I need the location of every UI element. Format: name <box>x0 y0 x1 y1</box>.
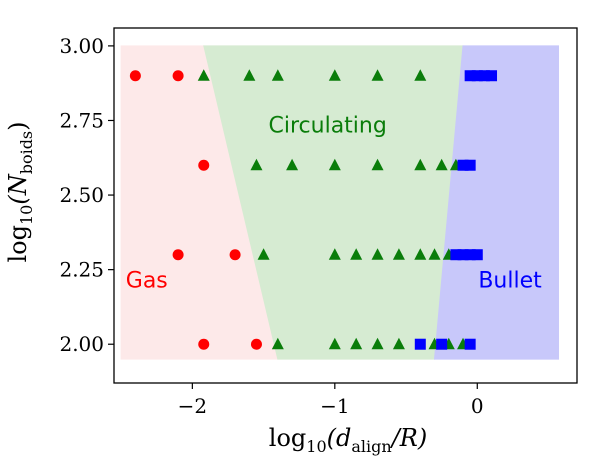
data-point-triangle <box>271 337 284 350</box>
data-point-triangle <box>350 337 363 350</box>
region-bullet <box>433 45 559 360</box>
data-point-triangle <box>286 158 299 171</box>
y-axis-ticks: 2.00 2.25 2.50 2.75 3.00 <box>59 34 114 356</box>
regions-layer <box>120 45 559 360</box>
region-label-circulating: Circulating <box>269 113 387 138</box>
data-point-triangle <box>243 69 256 81</box>
data-point-triangle <box>392 248 405 260</box>
data-point-square <box>478 70 490 82</box>
data-point-triangle <box>257 248 270 260</box>
region-label-gas: Gas <box>126 269 168 294</box>
data-point-square <box>486 70 498 82</box>
data-point-triangle <box>428 248 441 260</box>
data-point-triangle <box>435 158 448 171</box>
data-point-triangle <box>328 69 341 81</box>
y-axis-label-rest: (N <box>4 173 32 204</box>
points-layer <box>129 69 498 350</box>
y-tick-label: 2.75 <box>59 108 104 132</box>
y-tick-label: 2.50 <box>59 183 104 207</box>
x-axis-label-subscript: align <box>351 437 391 456</box>
data-point-triangle <box>250 158 263 171</box>
y-axis-label-main: log <box>4 225 32 263</box>
data-point-circle <box>198 159 210 171</box>
data-point-square <box>464 249 476 261</box>
region-label-bullet: Bullet <box>478 269 542 294</box>
y-tick-label: 3.00 <box>59 34 104 58</box>
x-axis-label: log10(dalign/R) <box>269 424 427 456</box>
data-point-triangle <box>414 248 427 260</box>
data-point-circle <box>229 249 241 261</box>
data-point-circle <box>198 338 210 350</box>
data-point-square <box>464 338 476 350</box>
x-axis-label-rest: (d <box>327 424 352 452</box>
y-axis-label-end: ) <box>4 121 32 130</box>
data-point-triangle <box>271 69 284 81</box>
data-point-triangle <box>371 158 384 171</box>
x-tick-label: −1 <box>320 394 349 418</box>
x-tick-label: 0 <box>471 394 484 418</box>
y-tick-label: 2.25 <box>59 258 104 282</box>
y-axis-label-sub: 10 <box>17 205 36 225</box>
data-point-triangle <box>392 337 405 350</box>
data-point-triangle <box>328 337 341 350</box>
data-point-triangle <box>328 158 341 171</box>
plot-frame <box>113 27 578 384</box>
data-point-circle <box>172 249 184 261</box>
data-point-triangle <box>414 158 427 171</box>
data-point-triangle <box>371 248 384 260</box>
x-axis-label-main: log <box>269 424 307 452</box>
y-axis-label-subscript: boids <box>17 131 36 174</box>
x-axis-label-sub: 10 <box>306 437 326 456</box>
data-point-triangle <box>414 69 427 81</box>
data-point-circle <box>250 338 262 350</box>
y-tick-label: 2.00 <box>59 332 104 356</box>
x-axis-label-end: /R) <box>390 424 428 452</box>
data-point-triangle <box>371 69 384 81</box>
x-tick-label: −2 <box>178 394 207 418</box>
data-point-square <box>457 249 469 261</box>
data-point-square <box>414 338 426 350</box>
data-point-circle <box>129 70 141 82</box>
x-axis-ticks: −2 −1 0 <box>178 383 484 418</box>
data-point-triangle <box>197 69 210 81</box>
y-axis-label: log10(Nboids) <box>4 121 36 262</box>
data-point-circle <box>172 70 184 82</box>
data-point-square <box>471 70 483 82</box>
data-point-square <box>436 338 448 350</box>
data-point-square <box>464 159 476 171</box>
data-point-triangle <box>328 248 341 260</box>
region-labels-layer: Gas Circulating Bullet <box>126 113 542 293</box>
data-point-square <box>457 159 469 171</box>
data-point-triangle <box>350 248 363 260</box>
data-point-square <box>464 70 476 82</box>
data-point-square <box>450 249 462 261</box>
data-point-square <box>471 249 483 261</box>
data-point-triangle <box>371 337 384 350</box>
